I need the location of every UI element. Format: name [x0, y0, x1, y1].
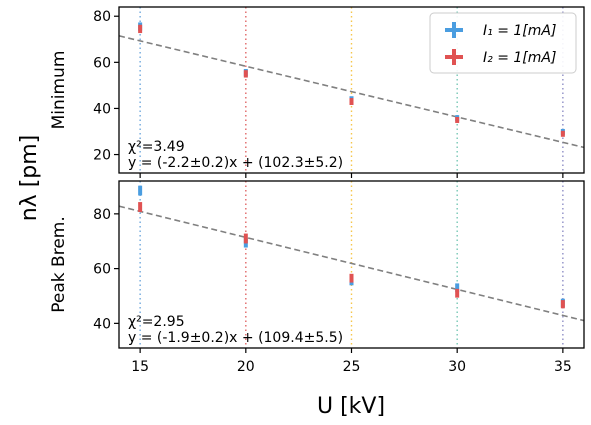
y-tick-label: 80: [93, 207, 111, 223]
x-tick-label: 20: [237, 359, 255, 375]
y-tick-label: 40: [93, 316, 111, 332]
y-tick-label: 80: [93, 9, 111, 25]
legend: I₁ = 1[mA] I₂ = 1[mA]: [429, 12, 577, 74]
legend-label: I₂ = 1[mA]: [483, 50, 556, 66]
fit-equation-annotation: y = (-1.9±0.2)x + (109.4±5.5): [128, 330, 343, 346]
panel-y-axis-label: Minimum: [49, 51, 69, 130]
legend-label: I₁ = 1[mA]: [483, 23, 556, 39]
y-tick-label: 20: [93, 148, 111, 164]
fit-line: [119, 35, 584, 149]
x-tick-label: 35: [554, 359, 572, 375]
legend-marker: [445, 49, 463, 65]
x-tick-label: 25: [343, 359, 361, 375]
legend-box: [429, 12, 577, 74]
shared-y-axis-label: nλ [pm]: [17, 135, 42, 222]
panel-y-axis-label: Peak Brem.: [49, 216, 69, 312]
x-tick-label: 15: [131, 359, 149, 375]
shared-x-axis-label: U [kV]: [317, 394, 385, 419]
y-tick-label: 60: [93, 55, 111, 71]
fit-line: [119, 205, 584, 322]
fit-equation-annotation: y = (-2.2±0.2)x + (102.3±5.2): [128, 155, 343, 171]
x-tick-label: 30: [448, 359, 466, 375]
chi-square-annotation: χ²=3.49: [128, 139, 185, 155]
panel-peak-brem: 40 60 80 15 20 25 30 35 Peak Brem. χ²=2.95y = (-1…: [49, 180, 585, 375]
plot-area: [119, 181, 584, 348]
y-tick-label: 40: [93, 101, 111, 117]
y-tick-label: 60: [93, 262, 111, 278]
legend-marker: [445, 22, 463, 38]
panel-minimum: 20 40 60 80 Minimum χ²=3.49y = (-2.2±0.2)x + …: [49, 6, 585, 178]
chi-square-annotation: χ²=2.95: [128, 314, 185, 330]
axes-frame: [118, 180, 585, 349]
